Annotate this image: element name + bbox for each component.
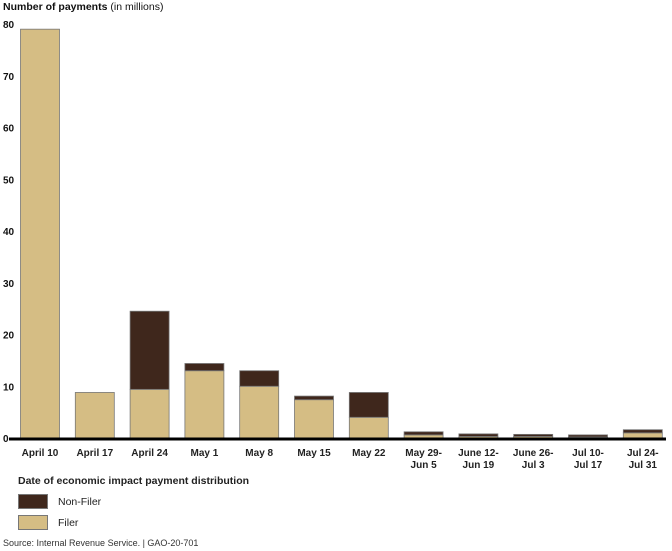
- x-tick-label: May 8: [245, 448, 273, 459]
- x-tick-label: May 22: [352, 448, 386, 459]
- bar-non-filer: [294, 395, 334, 401]
- x-tick-label: April 10: [22, 448, 59, 459]
- bar-non-filer: [129, 310, 170, 390]
- bar-filer: [184, 370, 225, 439]
- x-tick-label: April 17: [76, 448, 113, 459]
- x-tick-label: June 26-: [513, 448, 554, 459]
- bar-non-filer: [184, 363, 225, 372]
- x-tick-label: May 1: [191, 448, 219, 459]
- y-tick-label: 40: [3, 227, 15, 238]
- y-tick-label: 10: [3, 382, 15, 393]
- y-tick-label: 30: [3, 279, 15, 290]
- x-tick-label: Jun 5: [411, 460, 438, 470]
- source-note: Source: Internal Revenue Service. | GAO-…: [3, 538, 199, 548]
- x-tick-label: May 29-: [405, 448, 442, 459]
- legend-swatch-non-filer: [18, 494, 48, 509]
- bar-non-filer: [239, 370, 280, 387]
- x-tick-label: Jul 3: [522, 460, 545, 470]
- x-axis-label: Date of economic impact payment distribu…: [18, 475, 250, 487]
- legend-swatch-filer: [18, 515, 48, 530]
- y-tick-label: 0: [3, 434, 9, 445]
- y-tick-label: 50: [3, 175, 15, 186]
- bar-filer: [622, 432, 663, 439]
- bar-filer: [348, 416, 389, 439]
- bar-filer: [294, 399, 334, 439]
- chart-title: Number of payments (in millions): [3, 1, 164, 13]
- x-tick-label: Jul 31: [629, 460, 658, 470]
- x-tick-label: April 24: [131, 448, 168, 459]
- bar-non-filer: [403, 431, 444, 436]
- bar-non-filer: [622, 429, 663, 434]
- x-tick-label: June 12-: [458, 448, 499, 459]
- y-tick-label: 70: [3, 72, 15, 83]
- plot-area: 0 10 20 30 40 50 60 70 80 April 10 April 17 April 2…: [3, 20, 666, 470]
- bar-filer: [20, 28, 60, 439]
- x-tick-label: Jun 19: [463, 460, 495, 470]
- legend-label: Filer: [58, 516, 79, 529]
- x-tick-label: Jul 10-: [572, 448, 604, 459]
- bar-non-filer: [458, 433, 499, 437]
- x-tick-label: May 15: [297, 448, 331, 459]
- bar-filer: [74, 392, 115, 439]
- bar-non-filer: [513, 433, 554, 437]
- bar-non-filer: [568, 434, 608, 438]
- bar-non-filer: [348, 392, 389, 418]
- y-tick-label: 20: [3, 331, 15, 342]
- y-tick-label: 80: [3, 20, 15, 31]
- y-tick-label: 60: [3, 124, 15, 135]
- legend-item-filer: Filer: [18, 515, 78, 530]
- x-tick-label: Jul 24-: [627, 448, 659, 459]
- bar-filer: [239, 385, 280, 439]
- legend-label: Non-Filer: [58, 495, 102, 508]
- legend-item-non-filer: Non-Filer: [18, 494, 101, 509]
- bar-filer: [129, 388, 170, 439]
- x-tick-label: Jul 17: [574, 460, 603, 470]
